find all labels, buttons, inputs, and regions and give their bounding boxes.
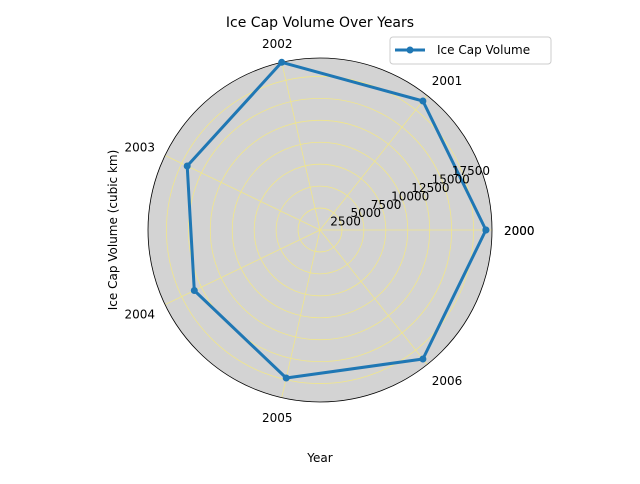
radial-tick-label: 2500	[330, 215, 361, 229]
x-axis-label: Year	[306, 451, 332, 465]
chart-title: Ice Cap Volume Over Years	[226, 15, 414, 31]
angular-grid	[164, 62, 492, 398]
legend: Ice Cap Volume	[389, 36, 552, 65]
angular-grid-line	[281, 62, 321, 231]
angular-grid-line	[319, 229, 428, 365]
legend-series-label: Ice Cap Volume	[437, 43, 530, 57]
radial-tick-label: 10000	[391, 189, 429, 203]
legend-series-marker	[406, 46, 414, 54]
angular-tick-label: 2003	[124, 141, 155, 155]
polar-axes-frame	[147, 57, 493, 403]
angular-grid-line	[281, 229, 321, 398]
radial-tick-label: 17500	[452, 164, 490, 178]
series-point	[183, 162, 191, 170]
series-point	[190, 287, 198, 294]
series-point	[278, 58, 286, 66]
series-point	[419, 355, 427, 363]
angular-tick-label: 2002	[262, 37, 293, 51]
radial-tick-label: 12500	[411, 181, 449, 195]
angular-tick-label: 2004	[124, 307, 155, 321]
series-point	[419, 97, 427, 105]
radial-tick-label: 7500	[371, 198, 402, 212]
angular-tick-label: 2006	[432, 374, 463, 388]
series-point	[282, 374, 290, 382]
angular-grid-line	[319, 95, 428, 231]
y-axis-label: Ice Cap Volume (cubic km)	[106, 150, 120, 311]
angular-tick-label-closing: 2000	[504, 224, 535, 238]
angular-tick-label: 2005	[262, 411, 293, 425]
legend-box	[389, 36, 552, 65]
series-point	[482, 226, 490, 234]
angular-tick-label: 2001	[432, 74, 463, 88]
series-line	[185, 60, 488, 380]
series-layer	[183, 58, 490, 382]
radial-tick-label: 5000	[351, 206, 382, 220]
angular-tick-label: 2000	[504, 224, 535, 238]
radial-tick-label: 15000	[432, 173, 470, 187]
angular-grid-line	[164, 155, 321, 231]
angular-grid-line	[164, 229, 321, 305]
